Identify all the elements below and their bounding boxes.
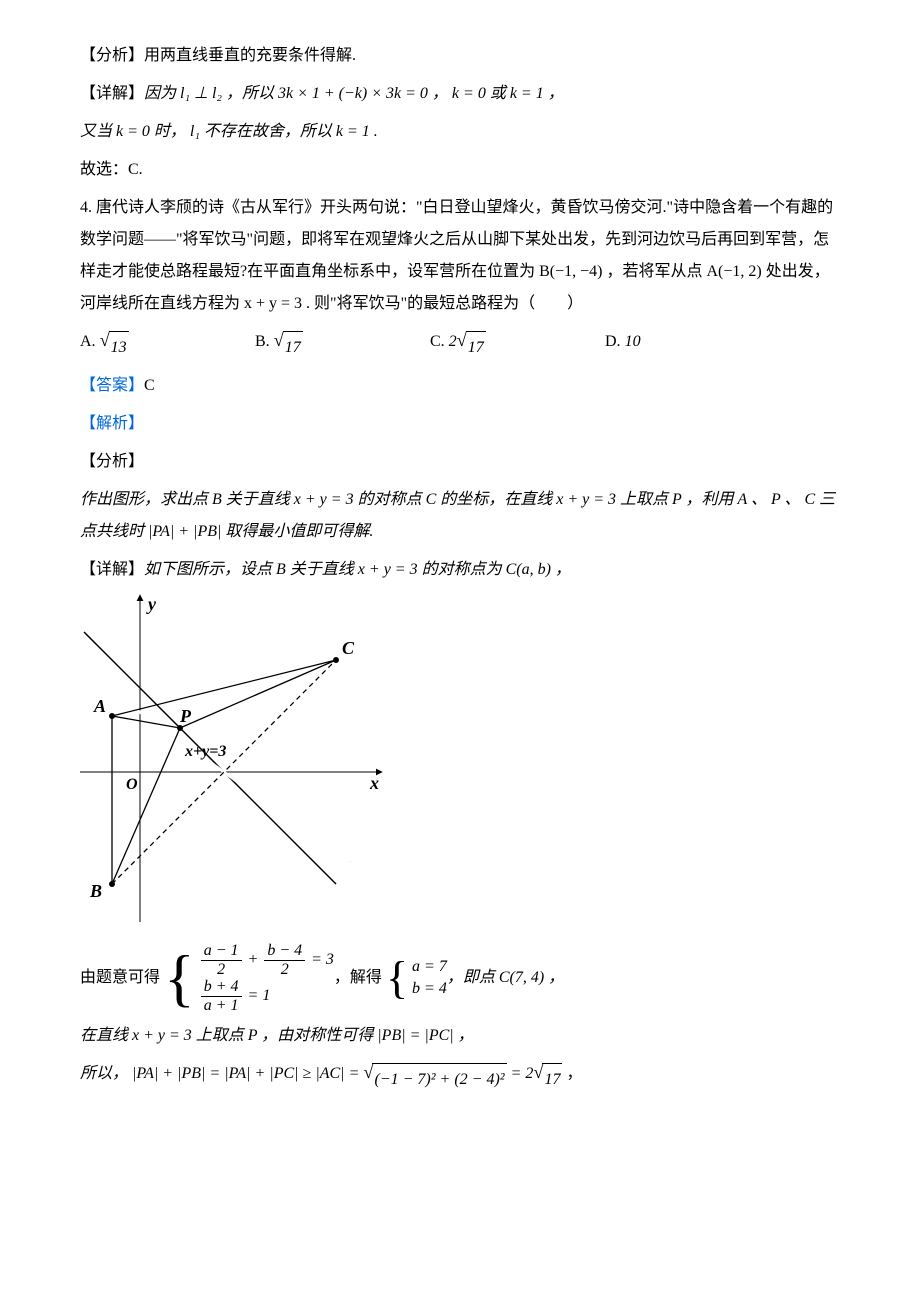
option-d-val: 10 — [625, 333, 641, 350]
eq1-num1: a − 1 — [201, 942, 242, 961]
analysis-text: 用两直线垂直的充要条件得解. — [144, 47, 356, 64]
detail-label: 【详解】 — [80, 85, 144, 102]
system-label: 由题意可得 — [80, 962, 160, 994]
solve-label: ，解得 — [334, 962, 382, 994]
eq1-den2: 2 — [264, 961, 305, 979]
label-c: C — [342, 638, 355, 658]
option-c-val: 17 — [466, 331, 486, 364]
eq1-plus: + — [248, 951, 259, 968]
detail-text-1: 因为 l₁ ⊥ l₂ ，所以 3k × 1 + (−k) × 3k = 0 ， … — [144, 85, 564, 102]
label-x: x — [369, 773, 379, 793]
label-y: y — [146, 594, 157, 614]
eq1-den1: 2 — [201, 961, 242, 979]
option-b: B. √17 — [255, 326, 430, 364]
eq2-num: b + 4 — [201, 978, 242, 997]
eq1-num2: b − 4 — [264, 942, 305, 961]
option-d: D. 10 — [605, 326, 780, 364]
eq1-eq: = 3 — [311, 951, 334, 968]
line-after-2a: 所以， |PA| + |PB| = |PA| + |PC| ≥ |AC| = — [80, 1065, 363, 1082]
system-row: 由题意可得 { a − 12 + b − 42 = 3 b + 4a + 1 =… — [80, 942, 840, 1014]
label-o: O — [126, 776, 138, 793]
q4-stem: 唐代诗人李颀的诗《古从军行》开头两句说："白日登山望烽火，黄昏饮马傍交河."诗中… — [80, 199, 833, 312]
label-b: B — [89, 881, 102, 901]
fenxi-text: 作出图形，求出点 B 关于直线 x + y = 3 的对称点 C 的坐标，在直线… — [80, 491, 835, 540]
label-a: A — [93, 696, 106, 716]
label-line: x+y=3 — [184, 743, 226, 760]
fenxi-label: 【分析】 — [80, 453, 144, 470]
option-d-label: D. — [605, 333, 621, 350]
option-b-label: B. — [255, 333, 270, 350]
options-row: A. √13 B. √17 C. 2√17 D. 10 — [80, 326, 780, 364]
analysis-label: 【分析】 — [80, 47, 144, 64]
detail-intro: 如下图所示，设点 B 关于直线 x + y = 3 的对称点为 C(a, b) … — [144, 561, 571, 578]
option-b-val: 17 — [283, 331, 303, 364]
option-c-pre: 2 — [449, 333, 457, 350]
q4-number: 4. — [80, 199, 92, 216]
option-c-label: C. — [430, 333, 445, 350]
eq2-den: a + 1 — [201, 997, 242, 1015]
option-a-label: A. — [80, 333, 96, 350]
eq2-eq: = 1 — [248, 987, 271, 1004]
detail-label-2: 【详解】 — [80, 561, 144, 578]
option-a: A. √13 — [80, 326, 255, 364]
line-after-1: 在直线 x + y = 3 上取点 P ，由对称性可得 |PB| = |PC| … — [80, 1027, 474, 1044]
sol-top: a = 7 — [412, 956, 447, 978]
final-eq: = 2 — [511, 1065, 534, 1082]
point-text: ，即点 C(7, 4) ， — [447, 962, 564, 994]
option-a-val: 13 — [109, 331, 129, 364]
final-tail: ， — [562, 1065, 582, 1082]
sol-bot: b = 4 — [412, 978, 447, 1000]
geometry-diagram: A B C P O x y x+y=3 — [80, 592, 420, 932]
final-rad: (−1 − 7)² + (2 − 4)² — [372, 1063, 506, 1096]
final-rad2: 17 — [542, 1063, 562, 1096]
jiexi-label: 【解析】 — [80, 415, 144, 432]
answer-value: C — [144, 377, 155, 394]
option-c: C. 2√17 — [430, 326, 605, 364]
conclusion: 故选：C. — [80, 161, 143, 178]
label-p: P — [179, 706, 192, 726]
answer-label: 【答案】 — [80, 377, 144, 394]
detail-text-2: 又当 k = 0 时， l₁ 不存在故舍，所以 k = 1 . — [80, 123, 378, 140]
